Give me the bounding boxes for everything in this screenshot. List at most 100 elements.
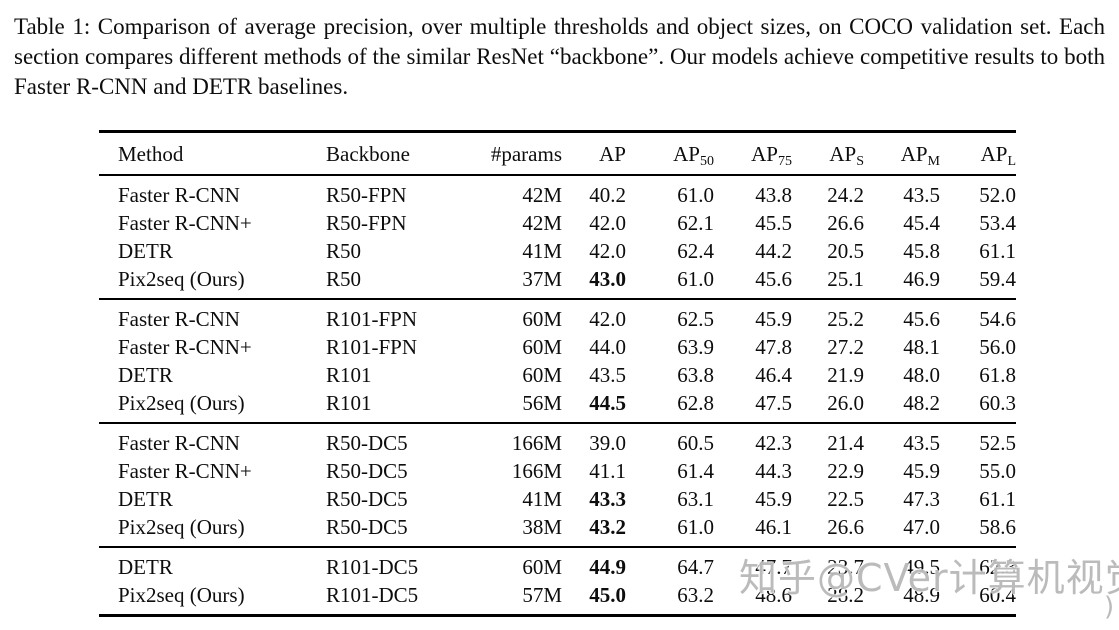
method-cell: DETR <box>118 239 173 263</box>
value-cell: 24.2 <box>827 183 864 207</box>
value-cell: 27.2 <box>827 335 864 359</box>
value-cell: 46.9 <box>903 267 940 291</box>
value-cell: 45.9 <box>755 307 792 331</box>
value-cell: R50-DC5 <box>326 459 408 483</box>
value-cell: 63.8 <box>677 363 714 387</box>
value-cell: 56M <box>522 391 562 415</box>
value-cell: R50-FPN <box>326 211 407 235</box>
method-cell: Pix2seq (Ours) <box>118 391 245 415</box>
table-row: DETR R101 60M 43.5 63.8 46.4 21.9 48.0 61.8 <box>99 361 1016 389</box>
value-cell: 37M <box>522 267 562 291</box>
value-cell: 42M <box>522 211 562 235</box>
table-row: Faster R-CNN R50-DC5 166M 39.0 60.5 42.3 21.4 4… <box>99 423 1016 457</box>
table-row: Pix2seq (Ours) R50 37M 43.0 61.0 45.6 25.1 46.9… <box>99 265 1016 299</box>
value-cell: 43.5 <box>903 183 940 207</box>
table-caption: Table 1: Comparison of average precision… <box>14 14 1105 99</box>
value-cell: R50-DC5 <box>326 515 408 539</box>
value-cell: 23.7 <box>827 555 864 579</box>
value-cell: 62.3 <box>979 555 1016 579</box>
value-cell: 48.0 <box>903 363 940 387</box>
value-cell: 60M <box>522 555 562 579</box>
table-header: Method Backbone #params AP AP50 AP75 APS APM APL <box>99 132 1016 175</box>
value-cell: 21.9 <box>827 363 864 387</box>
value-cell: 48.6 <box>755 583 792 607</box>
value-cell: 53.4 <box>979 211 1016 235</box>
method-cell: Faster R-CNN+ <box>118 211 252 235</box>
table-row: Faster R-CNN R101-FPN 60M 42.0 62.5 45.9 25.2 4… <box>99 299 1016 333</box>
value-cell: 56.0 <box>979 335 1016 359</box>
table-row: Pix2seq (Ours) R50-DC5 38M 43.2 61.0 46.1 26.6… <box>99 513 1016 547</box>
method-cell: DETR <box>118 363 173 387</box>
method-cell: Faster R-CNN <box>118 183 240 207</box>
method-cell: Faster R-CNN+ <box>118 459 252 483</box>
method-cell: Pix2seq (Ours) <box>118 267 245 291</box>
table-row: Faster R-CNN+ R50-FPN 42M 42.0 62.1 45.5 26.6 4… <box>99 209 1016 237</box>
value-cell: 166M <box>511 459 562 483</box>
value-cell: 43.2 <box>589 515 626 539</box>
value-cell: 48.1 <box>903 335 940 359</box>
value-cell: R101 <box>326 391 372 415</box>
value-cell: 39.0 <box>589 431 626 455</box>
value-cell: 61.0 <box>677 183 714 207</box>
value-cell: 60.5 <box>677 431 714 455</box>
watermark-flourish: ) <box>1104 592 1115 622</box>
value-cell: 43.8 <box>755 183 792 207</box>
column-header: AP50 <box>673 142 714 169</box>
header-row: Method Backbone #params AP AP50 AP75 APS APM APL <box>99 132 1016 175</box>
table-row: Pix2seq (Ours) R101 56M 44.5 62.8 47.5 26.0 48.… <box>99 389 1016 423</box>
value-cell: 47.7 <box>755 555 792 579</box>
value-cell: 48.2 <box>903 391 940 415</box>
column-header-subscript: S <box>856 154 864 169</box>
value-cell: 44.2 <box>755 239 792 263</box>
table-section: DETR R101-DC5 60M 44.9 64.7 47.7 23.7 49.5 62.3 P… <box>99 547 1016 616</box>
table-section: Faster R-CNN R101-FPN 60M 42.0 62.5 45.9 25.2 4… <box>99 299 1016 423</box>
value-cell: 47.8 <box>755 335 792 359</box>
value-cell: 21.4 <box>827 431 864 455</box>
value-cell: 61.8 <box>979 363 1016 387</box>
value-cell: 42.0 <box>589 239 626 263</box>
value-cell: 20.5 <box>827 239 864 263</box>
table-row: Faster R-CNN+ R101-FPN 60M 44.0 63.9 47.8 27.2… <box>99 333 1016 361</box>
value-cell: 62.5 <box>677 307 714 331</box>
value-cell: 44.5 <box>589 391 626 415</box>
value-cell: 45.4 <box>903 211 940 235</box>
value-cell: 63.1 <box>677 487 714 511</box>
value-cell: 60.4 <box>979 583 1016 607</box>
value-cell: 61.1 <box>979 239 1016 263</box>
value-cell: 47.5 <box>755 391 792 415</box>
value-cell: 38M <box>522 515 562 539</box>
value-cell: 42.3 <box>755 431 792 455</box>
value-cell: 47.0 <box>903 515 940 539</box>
value-cell: 46.4 <box>755 363 792 387</box>
value-cell: 25.1 <box>827 267 864 291</box>
value-cell: 61.1 <box>979 487 1016 511</box>
value-cell: R50-DC5 <box>326 487 408 511</box>
value-cell: 48.9 <box>903 583 940 607</box>
value-cell: 43.3 <box>589 487 626 511</box>
value-cell: 61.4 <box>677 459 714 483</box>
value-cell: 40.2 <box>589 183 626 207</box>
value-cell: R101-DC5 <box>326 583 419 607</box>
value-cell: 58.6 <box>979 515 1016 539</box>
value-cell: 44.3 <box>755 459 792 483</box>
value-cell: 45.9 <box>903 459 940 483</box>
value-cell: 41.1 <box>589 459 626 483</box>
table-section: Faster R-CNN R50-FPN 42M 40.2 61.0 43.8 24.2 43… <box>99 175 1016 299</box>
results-table-container: Method Backbone #params AP AP50 AP75 APS APM APL… <box>99 130 1119 622</box>
value-cell: 63.9 <box>677 335 714 359</box>
column-header: APS <box>829 142 864 169</box>
table-row: DETR R50 41M 42.0 62.4 44.2 20.5 45.8 61.1 <box>99 237 1016 265</box>
value-cell: 52.5 <box>979 431 1016 455</box>
value-cell: 45.9 <box>755 487 792 511</box>
column-header: APM <box>900 142 940 169</box>
method-cell: Pix2seq (Ours) <box>118 583 245 607</box>
value-cell: 45.8 <box>903 239 940 263</box>
value-cell: 64.7 <box>677 555 714 579</box>
method-cell: Pix2seq (Ours) <box>118 515 245 539</box>
value-cell: 42.0 <box>589 307 626 331</box>
value-cell: 60M <box>522 307 562 331</box>
value-cell: 60.3 <box>979 391 1016 415</box>
paper-page: Table 1: Comparison of average precision… <box>0 12 1119 630</box>
table-row: Faster R-CNN R50-FPN 42M 40.2 61.0 43.8 24.2 43… <box>99 175 1016 209</box>
value-cell: 45.0 <box>589 583 626 607</box>
